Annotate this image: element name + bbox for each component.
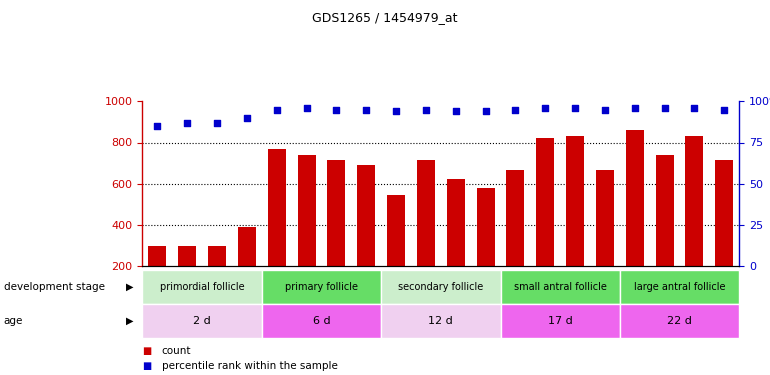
Text: percentile rank within the sample: percentile rank within the sample — [162, 361, 337, 370]
Point — [688, 105, 701, 111]
Point — [181, 120, 193, 126]
Bar — [142, 270, 262, 304]
Text: 22 d: 22 d — [667, 316, 692, 326]
Bar — [387, 195, 405, 266]
Bar — [447, 178, 464, 266]
Point — [211, 120, 223, 126]
Text: 6 d: 6 d — [313, 316, 330, 326]
Text: 17 d: 17 d — [547, 316, 573, 326]
Bar — [238, 227, 256, 266]
Point — [658, 105, 671, 111]
Text: count: count — [162, 346, 191, 355]
Point — [151, 123, 163, 129]
Text: ▶: ▶ — [126, 316, 133, 326]
Bar — [142, 304, 262, 338]
Point — [628, 105, 641, 111]
Bar — [477, 188, 494, 266]
Bar — [715, 160, 733, 266]
Point — [360, 106, 373, 112]
Point — [241, 115, 253, 121]
Bar — [178, 246, 196, 266]
Bar — [655, 155, 674, 266]
Bar — [507, 170, 524, 266]
Point — [390, 108, 402, 114]
Bar — [620, 304, 739, 338]
Point — [420, 106, 432, 112]
Text: primary follicle: primary follicle — [285, 282, 358, 292]
Text: primordial follicle: primordial follicle — [160, 282, 244, 292]
Bar — [620, 270, 739, 304]
Point — [509, 106, 521, 112]
Point — [599, 106, 611, 112]
Text: age: age — [4, 316, 23, 326]
Bar — [149, 246, 166, 266]
Text: small antral follicle: small antral follicle — [514, 282, 607, 292]
Bar — [357, 165, 375, 266]
Point — [300, 105, 313, 111]
Text: large antral follicle: large antral follicle — [634, 282, 725, 292]
Text: ■: ■ — [142, 346, 152, 355]
Text: ▶: ▶ — [126, 282, 133, 292]
Point — [718, 106, 731, 112]
Bar — [566, 136, 584, 266]
Text: 2 d: 2 d — [193, 316, 211, 326]
Text: secondary follicle: secondary follicle — [398, 282, 484, 292]
Bar — [685, 136, 704, 266]
Text: 12 d: 12 d — [428, 316, 454, 326]
Bar — [381, 270, 500, 304]
Bar — [596, 170, 614, 266]
Text: ■: ■ — [142, 361, 152, 370]
Bar — [208, 246, 226, 266]
Bar — [500, 270, 620, 304]
Point — [330, 106, 343, 112]
Bar — [297, 155, 316, 266]
Text: GDS1265 / 1454979_at: GDS1265 / 1454979_at — [313, 11, 457, 24]
Bar — [626, 130, 644, 266]
Bar — [417, 160, 435, 266]
Point — [270, 106, 283, 112]
Point — [539, 105, 551, 111]
Text: development stage: development stage — [4, 282, 105, 292]
Bar — [262, 304, 381, 338]
Bar — [537, 138, 554, 266]
Bar — [381, 304, 500, 338]
Bar — [327, 160, 345, 266]
Point — [450, 108, 462, 114]
Point — [569, 105, 581, 111]
Bar — [500, 304, 620, 338]
Point — [480, 108, 492, 114]
Bar — [268, 148, 286, 266]
Bar — [262, 270, 381, 304]
